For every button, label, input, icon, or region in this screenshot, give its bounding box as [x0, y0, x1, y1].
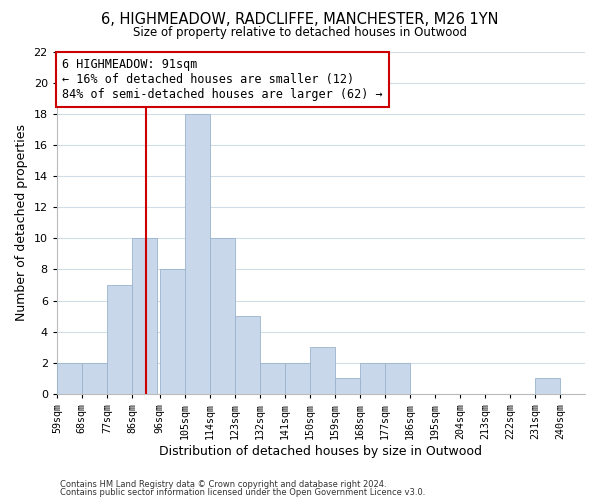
Bar	[160, 270, 185, 394]
Text: Contains HM Land Registry data © Crown copyright and database right 2024.: Contains HM Land Registry data © Crown c…	[60, 480, 386, 489]
Bar	[57, 363, 82, 394]
Bar	[235, 316, 260, 394]
Text: 6, HIGHMEADOW, RADCLIFFE, MANCHESTER, M26 1YN: 6, HIGHMEADOW, RADCLIFFE, MANCHESTER, M2…	[101, 12, 499, 28]
Text: 6 HIGHMEADOW: 91sqm
← 16% of detached houses are smaller (12)
84% of semi-detach: 6 HIGHMEADOW: 91sqm ← 16% of detached ho…	[62, 58, 383, 102]
Bar	[82, 363, 107, 394]
Bar	[210, 238, 235, 394]
Text: Contains public sector information licensed under the Open Government Licence v3: Contains public sector information licen…	[60, 488, 425, 497]
Bar	[185, 114, 210, 394]
Bar	[310, 347, 335, 394]
Bar	[535, 378, 560, 394]
Y-axis label: Number of detached properties: Number of detached properties	[15, 124, 28, 321]
Bar	[385, 363, 410, 394]
Bar	[360, 363, 385, 394]
Bar	[107, 285, 132, 394]
Bar	[132, 238, 157, 394]
X-axis label: Distribution of detached houses by size in Outwood: Distribution of detached houses by size …	[160, 444, 482, 458]
Text: Size of property relative to detached houses in Outwood: Size of property relative to detached ho…	[133, 26, 467, 39]
Bar	[285, 363, 310, 394]
Bar	[260, 363, 285, 394]
Bar	[335, 378, 360, 394]
